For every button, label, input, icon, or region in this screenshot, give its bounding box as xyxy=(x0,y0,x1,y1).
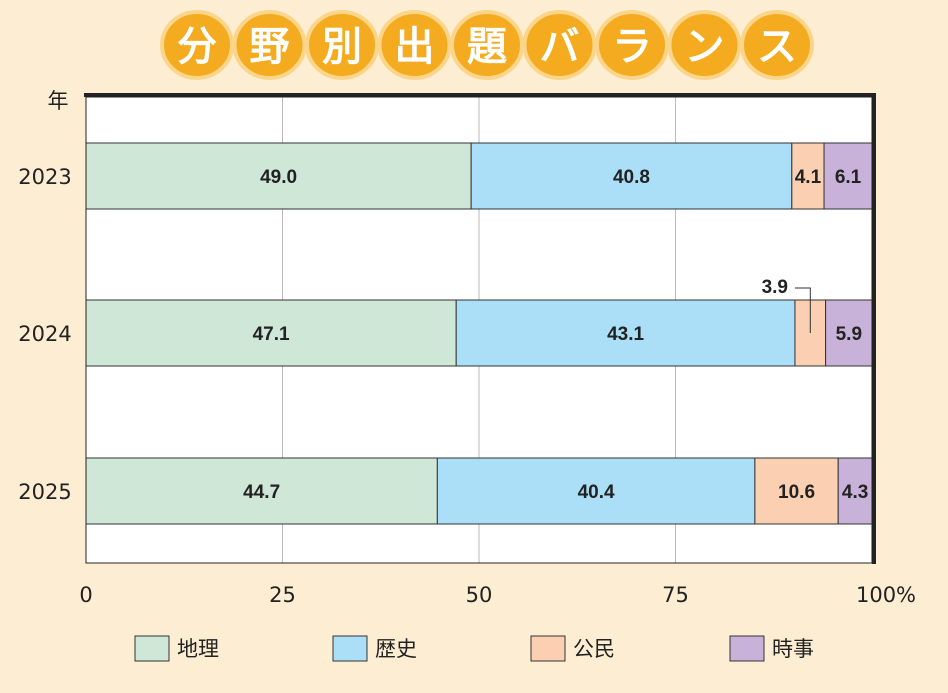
data-label: 4.3 xyxy=(842,482,868,503)
data-label: 10.6 xyxy=(778,482,815,503)
title-circle xyxy=(232,10,307,80)
legend-swatch xyxy=(729,635,765,662)
title-char: 題 xyxy=(467,24,507,70)
callout-line xyxy=(795,287,811,333)
legend-swatch xyxy=(134,635,170,662)
y-tick-label: 2023 xyxy=(18,165,71,189)
bar-segment xyxy=(470,142,793,210)
x-tick-label: 75 xyxy=(662,583,689,607)
title-char: 別 xyxy=(322,24,362,70)
title-char: ラ xyxy=(612,24,652,70)
x-tick-label: 50 xyxy=(466,583,493,607)
y-tick-label: 2024 xyxy=(18,322,71,346)
data-label: 3.9 xyxy=(762,277,788,298)
x-tick-label: 0 xyxy=(79,583,92,607)
bar-segment xyxy=(754,457,839,525)
data-label: 40.8 xyxy=(613,167,650,188)
title-circle xyxy=(595,10,669,80)
data-label: 4.1 xyxy=(795,167,822,188)
title-circle xyxy=(522,10,597,80)
legend-label: 時事 xyxy=(772,637,814,661)
legend-label: 歴史 xyxy=(375,637,417,661)
data-label: 6.1 xyxy=(835,167,862,188)
data-label: 40.4 xyxy=(578,482,615,503)
title-char: 分 xyxy=(177,24,217,70)
bar-segment xyxy=(436,457,756,525)
data-label: 43.1 xyxy=(607,324,644,345)
bar-segment xyxy=(825,299,873,367)
bar-segment xyxy=(85,299,457,367)
title-char: 出 xyxy=(395,24,435,70)
legend-label: 公民 xyxy=(573,637,615,661)
title-circle xyxy=(667,10,742,80)
bar-segment xyxy=(455,299,796,367)
legend-label: 地理 xyxy=(177,637,219,661)
data-label: 44.7 xyxy=(243,482,280,503)
title-circle xyxy=(450,10,524,80)
title-circle xyxy=(305,10,379,80)
title-char: ス xyxy=(757,24,797,70)
data-label: 49.0 xyxy=(260,167,297,188)
title-char: バ xyxy=(540,24,580,70)
legend-swatch xyxy=(332,635,368,662)
title-circle xyxy=(377,10,452,80)
legend-swatch xyxy=(530,635,566,662)
data-label: 47.1 xyxy=(253,324,290,345)
x-tick-label: 100% xyxy=(856,583,916,607)
y-axis-label: 年 xyxy=(48,89,69,113)
bar-segment xyxy=(837,457,873,525)
y-tick-label: 2025 xyxy=(18,480,71,504)
data-label: 5.9 xyxy=(836,324,862,345)
bar-segment xyxy=(85,457,438,525)
bar-segment xyxy=(791,142,825,210)
title-circle xyxy=(160,10,234,80)
title-char: 野 xyxy=(250,24,290,70)
title-char: ン xyxy=(685,24,725,70)
title-circle xyxy=(740,10,814,80)
x-tick-label: 25 xyxy=(269,583,296,607)
